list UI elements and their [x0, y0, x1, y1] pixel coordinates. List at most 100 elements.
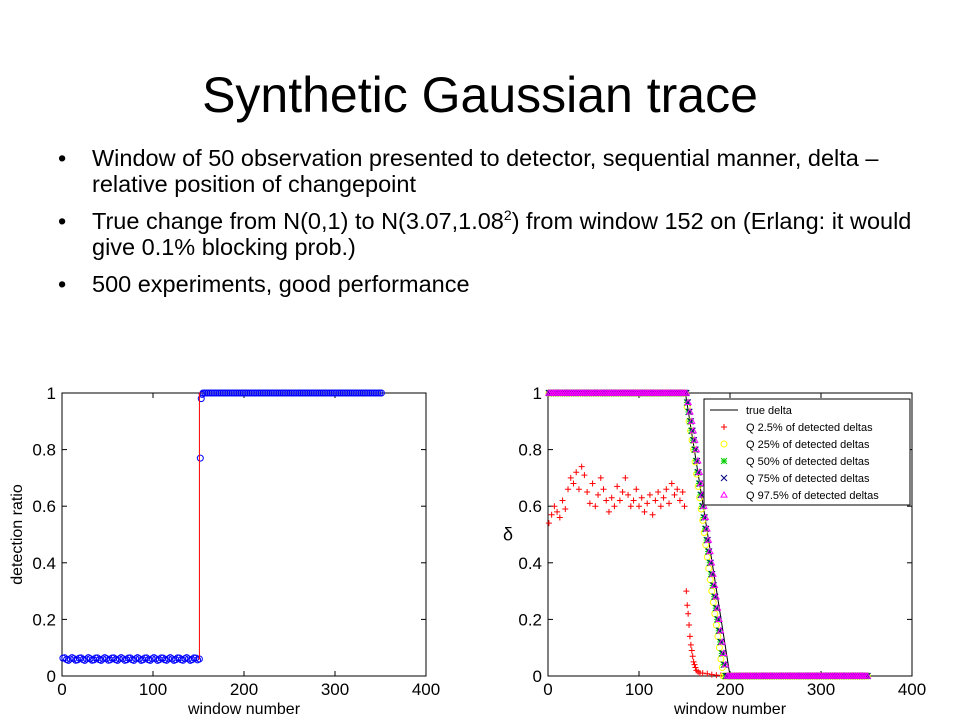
- data-point: [217, 389, 225, 397]
- data-point: [343, 389, 351, 397]
- data-point: [671, 491, 678, 498]
- x-axis-label: window number: [673, 701, 787, 718]
- data-point: [348, 389, 356, 397]
- data-point: [652, 497, 659, 504]
- data-point: [687, 641, 694, 648]
- bullet-superscript: 2: [503, 207, 512, 224]
- data-point: [686, 622, 693, 629]
- data-point: [70, 655, 78, 663]
- data-point: [600, 486, 607, 493]
- data-point: [106, 656, 114, 664]
- y-tick-label: 0: [533, 667, 542, 686]
- data-point: [330, 389, 338, 397]
- data-point: [697, 479, 705, 487]
- legend-entry: true delta: [746, 405, 793, 417]
- data-point: [655, 489, 662, 496]
- data-point: [361, 389, 369, 397]
- bullet-item: • Window of 50 observation presented to …: [58, 145, 938, 197]
- data-point: [715, 615, 723, 622]
- y-tick-label: 0.8: [32, 441, 56, 460]
- data-point: [614, 483, 621, 490]
- y-tick-label: 1: [533, 384, 542, 403]
- slide-title: Synthetic Gaussian trace: [202, 67, 758, 123]
- data-point: [372, 389, 380, 397]
- bullet-text-pre: True change from N(0,1) to N(3.07,1.08: [92, 208, 504, 234]
- data-point: [616, 497, 623, 504]
- data-point: [622, 474, 629, 481]
- delta-quantile-chart: 0 100 200 300 400 0 0.2 0.4 0.6 0.8 1 window number…: [503, 384, 926, 718]
- data-point: [241, 389, 249, 397]
- data-point: [863, 672, 872, 679]
- x-tick-label: 300: [807, 680, 835, 699]
- x-tick-label: 200: [716, 680, 744, 699]
- data-point: [374, 389, 382, 397]
- x-tick-label: 100: [139, 680, 167, 699]
- legend-entry: Q 75% of detected deltas: [746, 473, 870, 485]
- data-point: [712, 592, 720, 600]
- data-point: [212, 389, 220, 397]
- data-point: [250, 389, 258, 397]
- data-point: [263, 389, 271, 397]
- data-point: [690, 436, 699, 443]
- data-point: [277, 389, 285, 397]
- series-q-2-5-of-detected-deltas: [545, 463, 871, 679]
- data-point: [281, 389, 289, 397]
- data-point: [336, 389, 344, 397]
- data-point: [205, 389, 213, 397]
- data-point: [605, 508, 612, 515]
- data-point: [545, 520, 552, 527]
- data-point: [567, 474, 574, 481]
- data-point: [573, 469, 580, 476]
- data-point: [255, 389, 263, 397]
- bullet-glyph: •: [58, 145, 67, 171]
- data-point: [266, 389, 274, 397]
- data-point: [314, 389, 322, 397]
- y-tick-label: 1: [47, 384, 56, 403]
- data-point: [627, 503, 634, 510]
- data-point: [215, 389, 223, 397]
- data-point: [257, 389, 265, 397]
- data-point: [603, 497, 610, 504]
- data-point: [721, 660, 730, 668]
- data-point: [210, 389, 218, 397]
- data-point: [589, 480, 596, 487]
- data-point: [246, 389, 254, 397]
- data-point: [232, 389, 240, 397]
- data-point: [354, 389, 362, 397]
- data-point: [206, 389, 214, 397]
- data-point: [325, 389, 333, 397]
- y-tick-label: 0.2: [518, 610, 542, 629]
- data-point: [234, 389, 242, 397]
- data-point: [578, 463, 585, 470]
- data-point: [693, 456, 702, 464]
- data-point: [559, 497, 566, 504]
- data-point: [663, 486, 670, 493]
- y-tick-label: 0.6: [32, 497, 56, 516]
- true-change-line: [198, 392, 201, 660]
- y-axis-label: detection ratio: [9, 484, 26, 585]
- x-tick-label: 400: [412, 680, 440, 699]
- data-point: [286, 389, 294, 397]
- data-point: [339, 389, 347, 397]
- data-point: [290, 389, 298, 397]
- data-point: [196, 454, 204, 462]
- data-point: [341, 389, 349, 397]
- data-point: [692, 445, 701, 453]
- data-point: [123, 656, 131, 664]
- data-point: [214, 389, 222, 397]
- data-point: [308, 389, 316, 397]
- data-point: [562, 506, 569, 513]
- series-q-97-5-of-detected-deltas: [545, 389, 872, 679]
- data-point: [709, 570, 717, 577]
- bullet-item: • 500 experiments, good performance: [58, 271, 938, 297]
- data-point: [657, 503, 664, 510]
- data-point: [718, 638, 726, 645]
- data-point: [636, 503, 642, 510]
- x-tick-label: 0: [57, 680, 66, 699]
- data-point: [203, 389, 211, 397]
- data-point: [192, 654, 200, 662]
- data-point: [683, 588, 690, 595]
- detection-ratio-chart: 0 100 200 300 400 0 0.2 0.4 0.6 0.8 1 window number…: [9, 384, 440, 718]
- data-point: [270, 389, 278, 397]
- data-point: [332, 389, 340, 397]
